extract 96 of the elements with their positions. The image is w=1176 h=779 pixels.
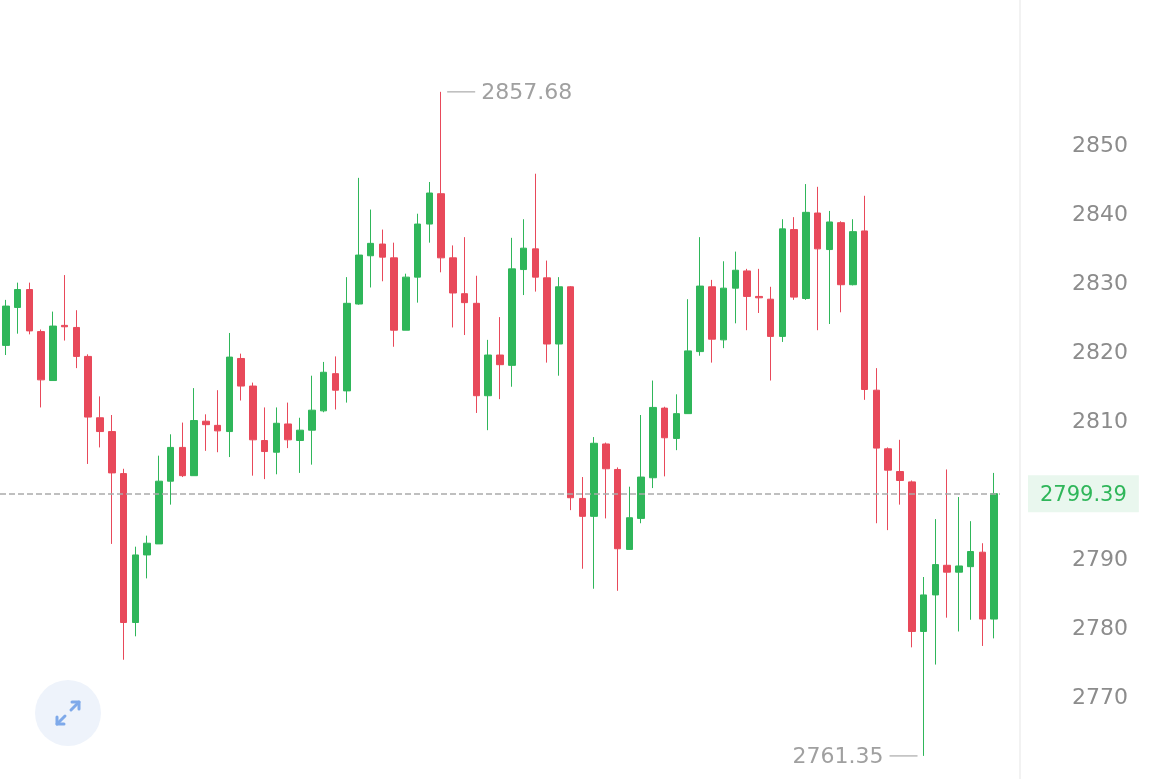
candlestick bbox=[108, 414, 116, 545]
candlestick bbox=[920, 576, 927, 757]
candlestick bbox=[414, 213, 421, 304]
candlestick bbox=[496, 316, 504, 400]
candlestick bbox=[120, 468, 127, 661]
candlestick bbox=[461, 236, 468, 336]
candlestick bbox=[602, 442, 610, 519]
candlestick bbox=[755, 268, 763, 314]
candlestick bbox=[332, 355, 339, 410]
candlestick bbox=[84, 353, 92, 465]
candlestick bbox=[14, 282, 21, 335]
y-tick-label: 2780 bbox=[1072, 614, 1128, 640]
y-tick-label: 2830 bbox=[1072, 270, 1128, 296]
candlestick bbox=[402, 273, 410, 331]
annotation: 2857.68 bbox=[481, 79, 573, 105]
candlestick bbox=[61, 274, 68, 342]
candlestick bbox=[520, 218, 527, 296]
candlestick bbox=[837, 220, 845, 313]
y-tick-label: 2840 bbox=[1072, 201, 1128, 227]
candlestick bbox=[473, 275, 480, 414]
candlestick bbox=[449, 244, 457, 328]
candlestick bbox=[979, 542, 986, 647]
candlestick bbox=[720, 260, 727, 349]
candlestick bbox=[508, 237, 516, 388]
candlestick bbox=[73, 309, 80, 369]
candlestick bbox=[990, 472, 998, 639]
candlestick bbox=[190, 387, 198, 477]
candlestick bbox=[579, 476, 586, 570]
candlestick bbox=[179, 422, 186, 478]
candlestick bbox=[484, 339, 492, 431]
candlestick bbox=[814, 186, 821, 331]
candlestick bbox=[26, 282, 33, 335]
candlestick bbox=[779, 218, 786, 343]
candlestick bbox=[649, 380, 657, 489]
candlestick bbox=[308, 375, 316, 466]
candlestick bbox=[684, 298, 692, 415]
candlestick bbox=[696, 236, 704, 357]
candlestick bbox=[943, 468, 951, 619]
y-tick-label: 2770 bbox=[1072, 683, 1128, 709]
candlestick bbox=[273, 406, 280, 475]
candlestick bbox=[49, 311, 57, 382]
annotation: 2761.35 bbox=[792, 743, 884, 769]
candlestick bbox=[320, 361, 327, 413]
candlestick bbox=[790, 216, 798, 301]
candlestick bbox=[37, 329, 45, 408]
candlestick bbox=[437, 91, 445, 273]
candlestick bbox=[932, 518, 939, 666]
candlestick bbox=[614, 466, 621, 592]
candlestick bbox=[543, 260, 551, 364]
candlestick bbox=[214, 389, 221, 453]
candlestick bbox=[567, 285, 574, 511]
y-tick-label: 2810 bbox=[1072, 408, 1128, 434]
candlestick bbox=[284, 402, 292, 449]
candlestick bbox=[708, 279, 716, 364]
candlestick bbox=[532, 173, 539, 293]
candlestick bbox=[167, 433, 174, 506]
candlestick bbox=[226, 332, 233, 458]
candlestick bbox=[849, 218, 857, 286]
candlestick bbox=[155, 455, 163, 545]
candlestick bbox=[590, 436, 598, 590]
candlestick bbox=[2, 299, 10, 356]
candlestick bbox=[967, 520, 974, 621]
candlestick bbox=[237, 353, 245, 402]
candlestick bbox=[296, 417, 304, 474]
candlestick bbox=[96, 395, 104, 448]
candlestick bbox=[661, 406, 668, 477]
candlestick bbox=[884, 446, 892, 531]
candlestick bbox=[426, 181, 433, 244]
y-tick-label: 2790 bbox=[1072, 545, 1128, 571]
y-tick-label: 2850 bbox=[1072, 132, 1128, 158]
candlestick bbox=[673, 393, 680, 451]
candlestick bbox=[955, 496, 963, 632]
candlestick bbox=[343, 276, 351, 404]
candlestick bbox=[873, 367, 880, 524]
candlestick bbox=[132, 546, 139, 637]
candlestick bbox=[202, 413, 210, 452]
candlestick bbox=[743, 268, 751, 331]
candlestick bbox=[802, 183, 810, 301]
candlestick bbox=[249, 382, 257, 477]
candlestick bbox=[908, 480, 916, 648]
ref-line-label: 2799.39 bbox=[1040, 481, 1127, 506]
candlestick bbox=[143, 535, 151, 579]
candlestick bbox=[390, 242, 398, 348]
candlestick bbox=[626, 486, 633, 550]
y-tick-label: 2820 bbox=[1072, 339, 1128, 365]
candlestick bbox=[826, 210, 833, 325]
candlestick bbox=[379, 229, 386, 282]
candlestick bbox=[637, 414, 645, 524]
candlestick bbox=[367, 209, 374, 288]
candlestick bbox=[896, 439, 904, 506]
candlestick bbox=[861, 195, 868, 401]
candlestick bbox=[355, 177, 363, 306]
candlestick bbox=[767, 286, 774, 382]
candlestick bbox=[261, 406, 268, 480]
candlestick bbox=[555, 276, 563, 377]
candlestick bbox=[732, 251, 739, 324]
